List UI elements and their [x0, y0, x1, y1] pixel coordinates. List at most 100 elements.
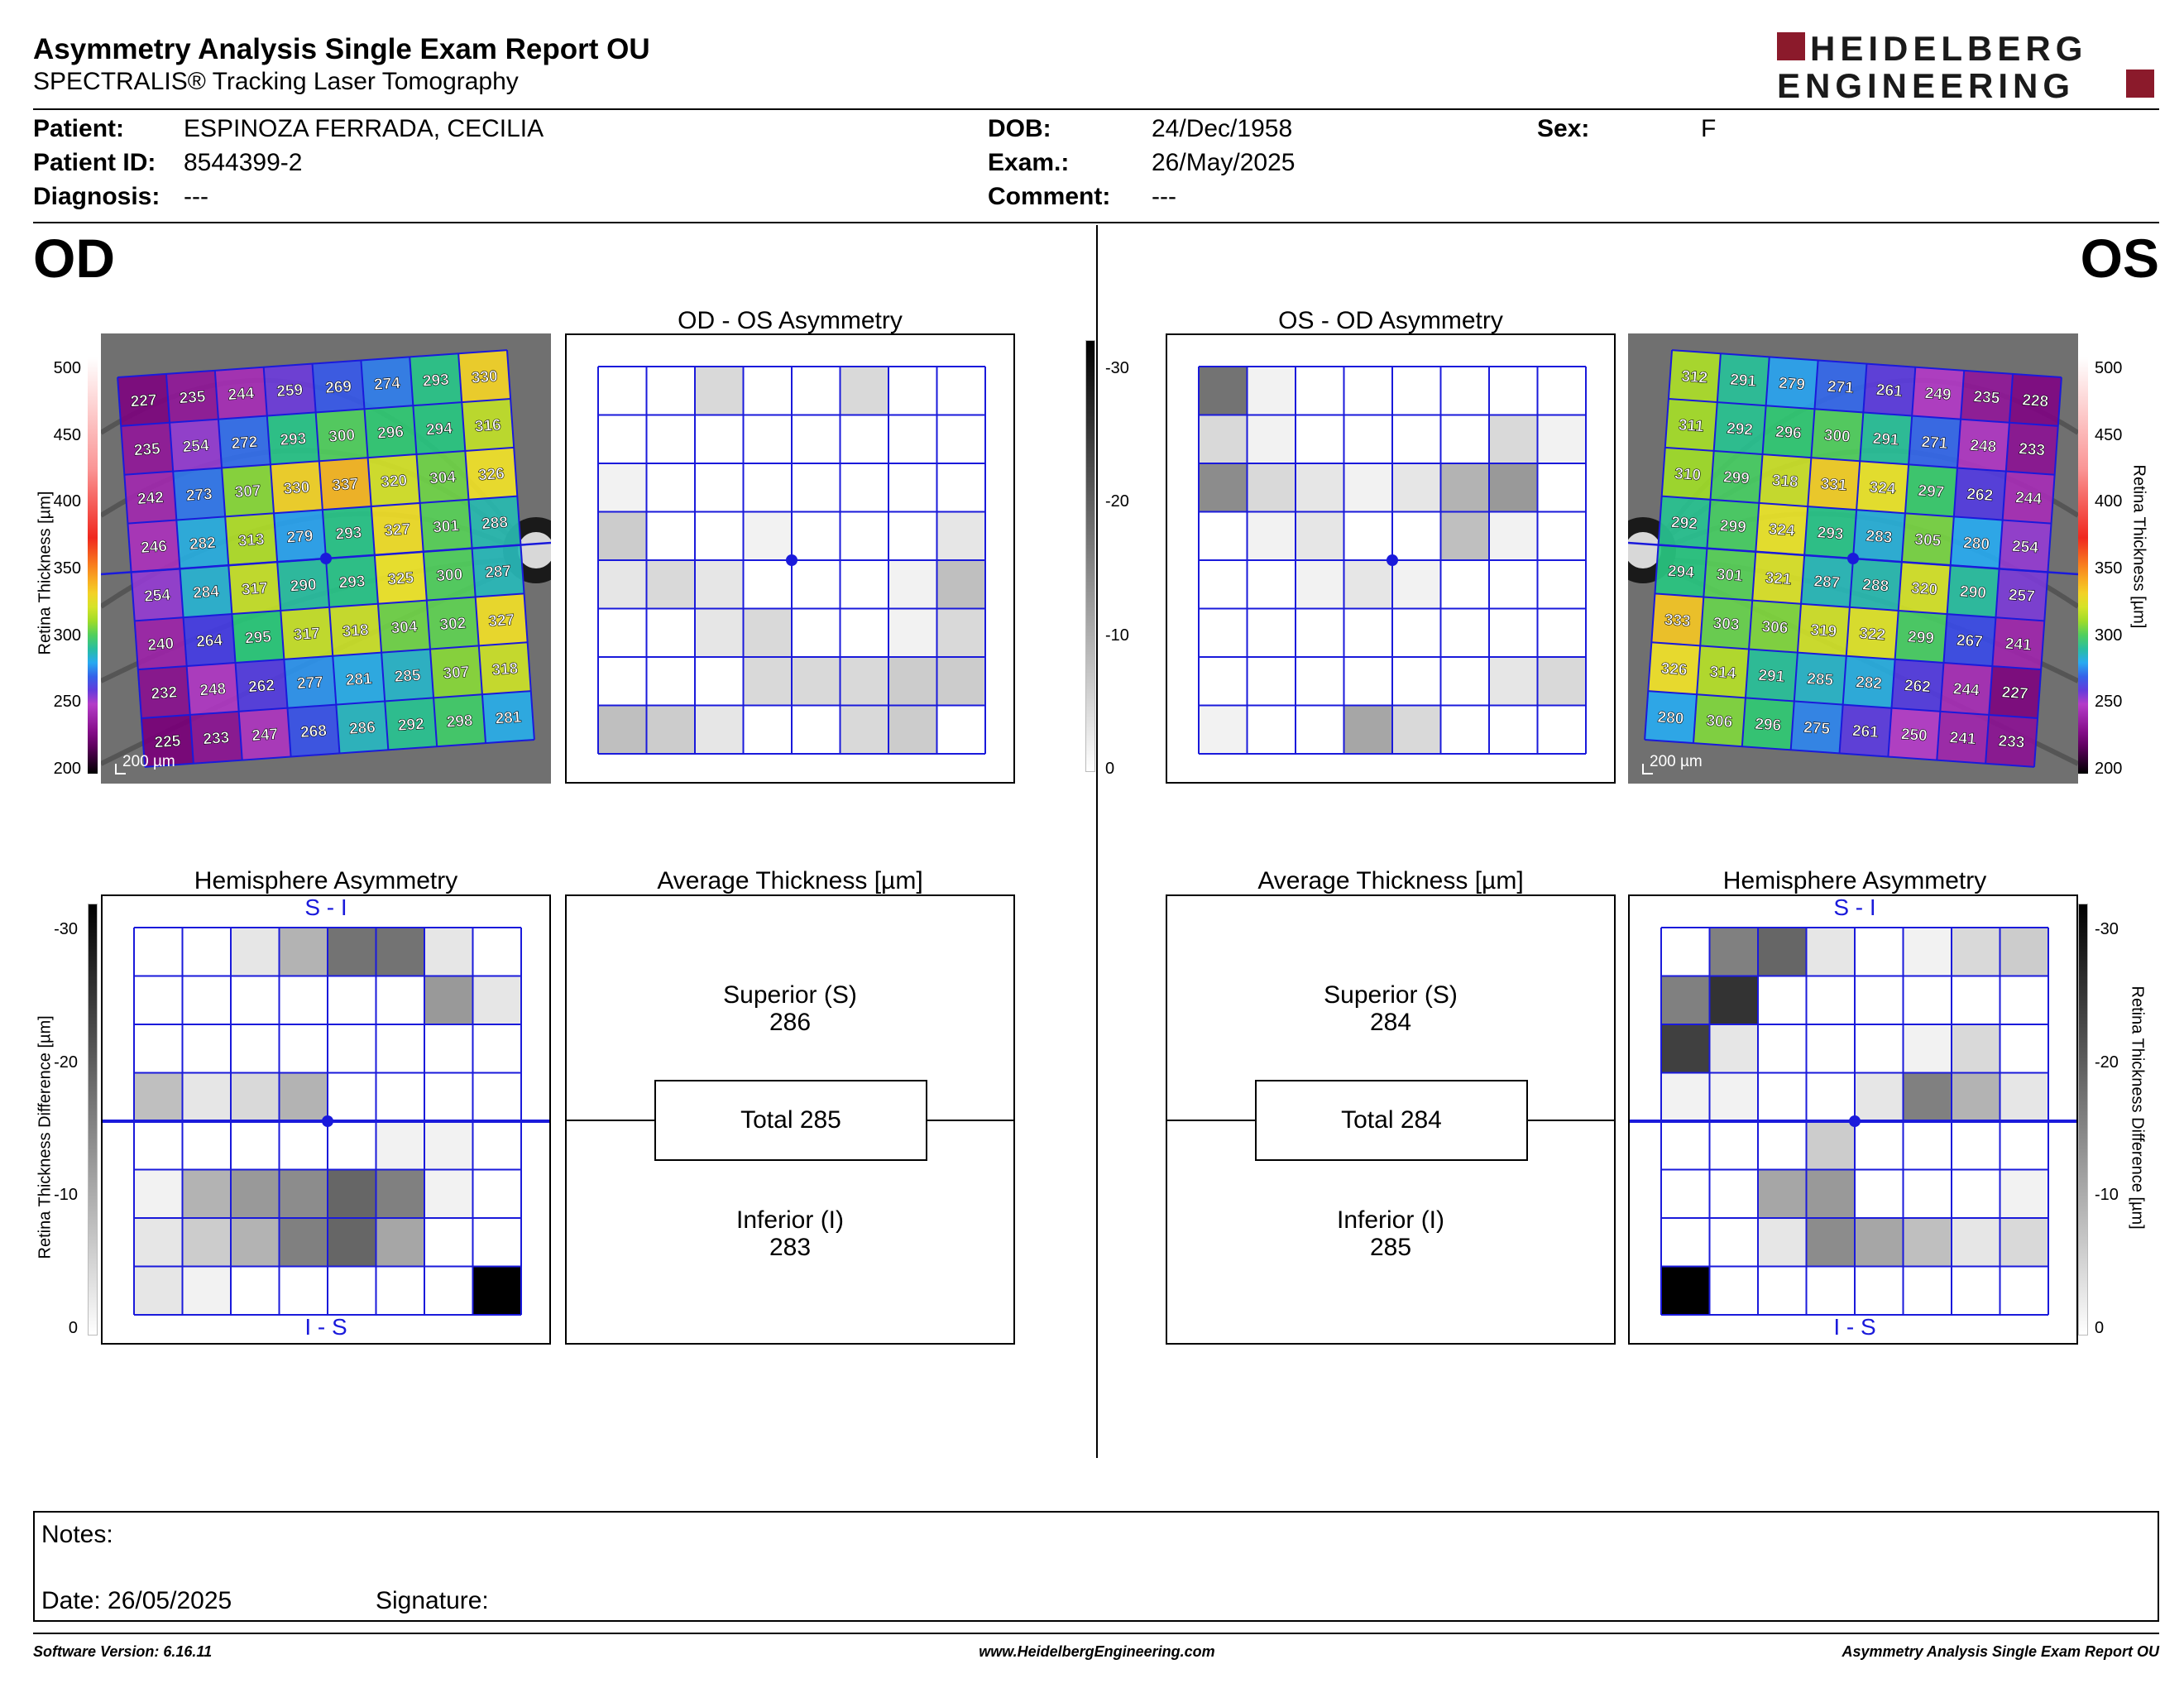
thickness-cell: [274, 510, 326, 563]
thickness-cell: [1759, 454, 1812, 507]
asymmetry-cell: [472, 1218, 521, 1267]
thickness-cell: [284, 655, 337, 708]
os-hemi-diff-tick: -10: [2095, 1186, 2119, 1205]
asymmetry-cell: [1489, 367, 1538, 415]
asymmetry-cell: [695, 367, 744, 415]
thickness-value: 306: [1761, 618, 1789, 637]
scale-bar-mark: [115, 764, 126, 774]
asymmetry-cell: [328, 1218, 376, 1267]
thickness-cell: [238, 707, 291, 760]
thickness-value: 294: [1667, 563, 1695, 582]
asymmetry-cell: [792, 657, 841, 706]
grid-line: [134, 592, 524, 622]
thickness-cell: [1894, 610, 1947, 663]
fovea-marker: [786, 554, 797, 566]
asymmetry-cell: [472, 1169, 521, 1218]
asymmetry-cell: [231, 976, 280, 1024]
thickness-cell: [1909, 415, 1961, 468]
center-divider: [1096, 225, 1098, 1458]
patient-id-value: 8544399-2: [184, 149, 303, 176]
os-is-label: I - S: [1833, 1314, 1876, 1340]
thickness-value: 254: [144, 587, 172, 606]
od-thickness-axis-title: Retina Thickness [µm]: [36, 491, 55, 655]
asymmetry-cell: [1855, 1169, 1904, 1218]
asymmetry-cell: [1855, 1218, 1904, 1267]
os-asym-grid: [1198, 366, 1587, 755]
comment-value: ---: [1152, 183, 1176, 210]
thickness-cell: [1937, 711, 1990, 764]
asymmetry-cell: [182, 1072, 231, 1121]
asymmetry-cell: [376, 1072, 424, 1121]
od-avg-panel: Superior (S) 286 Total 285 Inferior (I) …: [565, 894, 1015, 1345]
thickness-cell: [1999, 520, 2052, 573]
od-hemi-grid: [103, 927, 549, 1316]
thickness-cell: [1856, 461, 1909, 514]
asymmetry-cell: [1537, 705, 1586, 754]
os-label: OS: [2080, 228, 2159, 289]
asymmetry-cell: [1247, 367, 1296, 415]
thickness-cell: [1808, 458, 1861, 511]
thickness-value: 325: [387, 569, 415, 588]
date-label: Date: 26/05/2025: [41, 1587, 232, 1614]
od-total-box: Total 285: [654, 1080, 927, 1161]
od-hemi-panel: [101, 894, 551, 1345]
od-thickness-tick: 500: [53, 359, 81, 377]
asymmetry-cell: [472, 1024, 521, 1073]
asymmetry-cell: [1855, 1121, 1904, 1170]
thickness-value: 306: [1706, 712, 1733, 731]
thickness-value: 288: [1862, 576, 1889, 595]
thickness-cell: [1912, 367, 1965, 420]
asymmetry-cell: [2000, 1218, 2048, 1267]
notes-box[interactable]: Notes: Date: 26/05/2025 Signature:: [33, 1511, 2159, 1622]
thickness-value: 310: [1674, 465, 1702, 484]
asymmetry-cell: [1806, 1218, 1855, 1267]
asymmetry-cell: [472, 976, 521, 1024]
thickness-cell: [1852, 510, 1905, 563]
asymmetry-cell: [1440, 705, 1489, 754]
asymmetry-cell: [888, 657, 937, 706]
thickness-cell: [371, 502, 424, 555]
footer-website[interactable]: www.HeidelbergEngineering.com: [979, 1643, 1215, 1660]
thickness-value: 254: [182, 437, 210, 456]
asymmetry-cell: [743, 463, 792, 512]
thickness-value: 275: [1803, 719, 1832, 738]
thickness-value: 269: [325, 378, 352, 397]
thickness-value: 244: [1952, 680, 1980, 699]
thickness-cell: [465, 447, 518, 500]
asymmetry-cell: [1537, 608, 1586, 657]
os-inferior-value: 285: [1369, 1234, 1412, 1261]
thickness-cell: [235, 659, 288, 712]
thickness-cell: [270, 461, 323, 514]
thickness-value: 296: [377, 424, 405, 443]
grid-line: [1671, 349, 2062, 379]
thickness-value: 324: [1768, 520, 1796, 539]
asymmetry-cell: [1661, 976, 1710, 1024]
asymmetry-cell: [1440, 511, 1489, 560]
os-hemi-diff-axis-title: Retina Thickness Difference [µm]: [2128, 985, 2147, 1230]
thickness-cell: [364, 405, 417, 458]
asymmetry-cell: [328, 1121, 376, 1170]
asymmetry-cell: [888, 705, 937, 754]
asymmetry-cell: [936, 415, 985, 463]
thickness-cell: [419, 499, 472, 552]
header-divider-top: [33, 108, 2159, 110]
thickness-cell: [325, 554, 378, 607]
upper-diff-tick: -20: [1105, 492, 1129, 511]
thickness-value: 320: [381, 472, 408, 491]
thickness-value: 280: [1657, 709, 1684, 728]
os-hemi-diff-tick: -30: [2095, 920, 2119, 938]
asymmetry-cell: [1903, 1024, 1952, 1073]
asymmetry-cell: [424, 976, 473, 1024]
thickness-value: 291: [1730, 372, 1758, 391]
thickness-value: 287: [1813, 573, 1841, 592]
os-avg-title: Average Thickness [µm]: [1257, 867, 1524, 894]
thickness-cell: [381, 649, 434, 702]
asymmetry-cell: [792, 705, 841, 754]
thickness-cell: [1661, 447, 1714, 500]
thickness-value: 299: [1722, 468, 1750, 487]
asymmetry-cell: [1903, 1266, 1952, 1315]
thickness-value: 333: [1664, 611, 1691, 631]
od-superior-label: Superior (S): [723, 981, 857, 1009]
asymmetry-cell: [134, 976, 183, 1024]
asymmetry-cell: [2000, 1121, 2048, 1170]
